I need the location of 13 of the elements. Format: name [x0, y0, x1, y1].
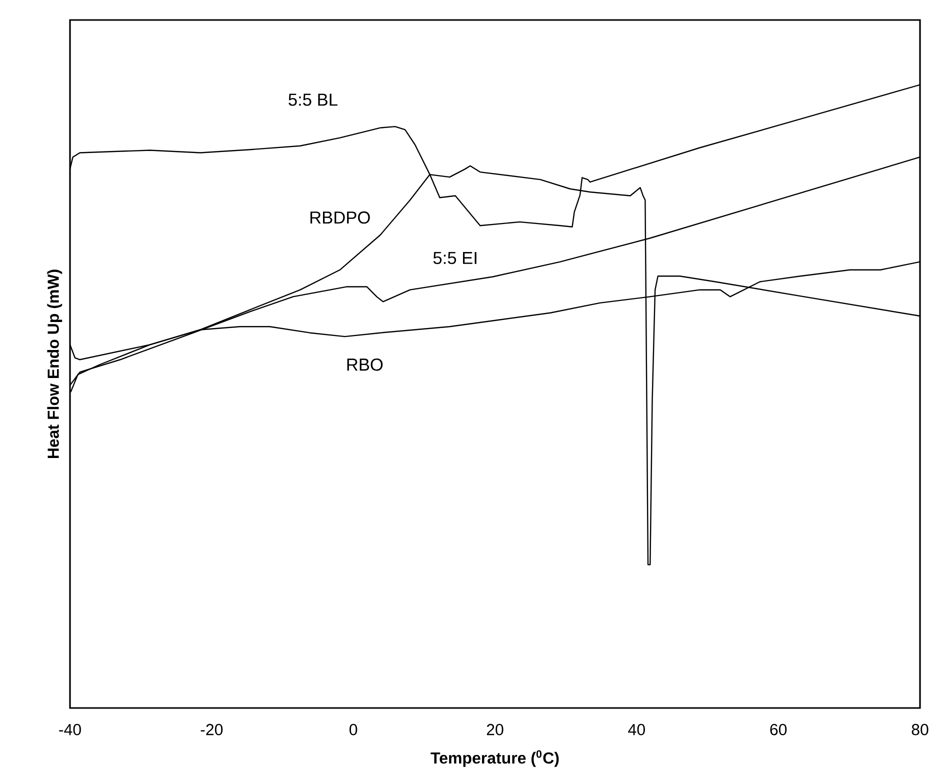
x-tick-label: -20: [200, 724, 223, 736]
series-label: RBDPO: [310, 211, 370, 224]
x-tick-label: 0: [350, 724, 358, 736]
x-tick-label: -40: [59, 724, 81, 736]
x-tick-label: 80: [912, 724, 928, 736]
series-label: 5:5 BL: [288, 94, 338, 106]
x-tick-label: 60: [770, 724, 787, 736]
y-axis-title: Heat Flow Endo Up (mW): [47, 270, 62, 458]
x-axis-title: Temperature ($^{0}$C): [430, 750, 559, 767]
x-tick-label: 40: [628, 724, 645, 736]
x-tick-label: 20: [486, 724, 504, 736]
series-label: 5:5 EI: [433, 252, 476, 264]
series-label: RBO: [347, 358, 383, 371]
